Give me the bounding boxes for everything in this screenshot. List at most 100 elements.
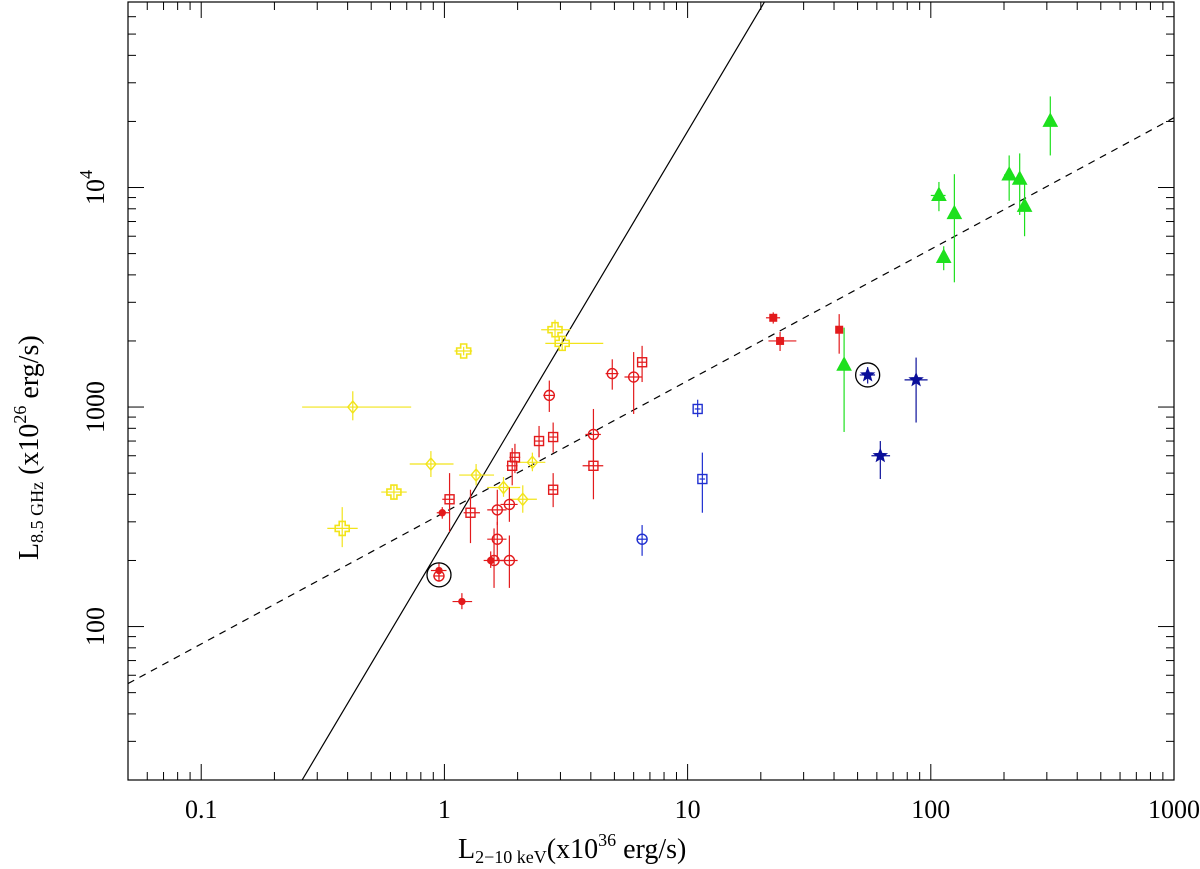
square-marker	[588, 460, 599, 471]
diamond-marker	[470, 467, 483, 483]
blue-stars-series	[859, 357, 928, 480]
data-point	[859, 366, 876, 384]
yellow-open-diamonds-series	[302, 391, 546, 513]
square-marker	[444, 494, 455, 505]
data-point	[409, 451, 454, 478]
data-point	[487, 528, 504, 588]
data-point	[433, 570, 445, 582]
circle-marker	[433, 570, 445, 582]
square-marker	[636, 357, 648, 368]
axis-ticks	[127, 1, 1175, 781]
data-point	[509, 443, 521, 474]
circle-marker	[503, 554, 516, 567]
y-tick-label: 104	[76, 170, 110, 205]
y-tick-label: 1000	[81, 381, 110, 433]
data-points	[302, 96, 1059, 610]
data-point	[765, 312, 781, 324]
circle-marker	[543, 389, 556, 402]
data-point	[452, 593, 473, 610]
triangle-marker	[1011, 170, 1028, 185]
x-axis-label: L2−10 keV(x1036 erg/s)	[458, 830, 686, 867]
data-point	[1001, 155, 1018, 201]
circle-marker	[587, 428, 600, 441]
cross-marker	[455, 343, 472, 359]
circle-marker	[491, 504, 503, 516]
data-point	[517, 452, 546, 472]
diamond-marker	[497, 480, 510, 495]
square-marker	[547, 484, 559, 495]
red-open-squares-series	[442, 345, 648, 544]
green-triangles-series	[836, 96, 1059, 432]
dot-marker	[458, 597, 466, 606]
data-point	[624, 352, 643, 414]
square-filled-marker	[835, 325, 844, 334]
tick-labels: 0.1 1 10 100 1000 100 1000 104	[76, 170, 1200, 824]
triangle-marker	[836, 356, 852, 371]
star-marker	[872, 447, 889, 463]
data-point	[500, 535, 518, 588]
circle-marker	[488, 554, 500, 567]
circle-marker	[627, 371, 640, 383]
x-tick-label: 1	[438, 795, 451, 824]
y-axis-label: L8.5 GHz (x1026 erg/s)	[10, 335, 47, 560]
data-point	[547, 473, 559, 508]
data-point	[506, 448, 518, 486]
square-filled-marker	[769, 313, 778, 322]
x-tick-label: 100	[911, 795, 950, 824]
triangle-marker	[1016, 197, 1033, 212]
data-point	[935, 246, 952, 271]
red-open-circles-series	[433, 352, 643, 588]
x-tick-label: 1000	[1148, 795, 1200, 824]
data-point	[1016, 183, 1033, 237]
cross-marker	[334, 520, 351, 537]
cross-marker	[386, 484, 402, 500]
data-point	[946, 174, 963, 283]
square-marker	[533, 435, 545, 447]
data-point	[541, 319, 571, 341]
diamond-marker	[424, 456, 437, 472]
data-point	[582, 441, 604, 500]
square-marker	[697, 473, 708, 485]
data-point	[459, 464, 495, 486]
red-filled-squares-series	[765, 312, 844, 354]
data-point	[836, 327, 852, 432]
data-point	[436, 507, 450, 519]
square-marker	[509, 452, 521, 463]
triangle-marker	[1042, 112, 1059, 127]
data-point	[500, 487, 518, 522]
fit-dashed-line	[128, 117, 1174, 685]
data-point	[487, 521, 507, 561]
data-point	[487, 489, 507, 526]
data-point	[454, 343, 473, 359]
star-marker	[908, 371, 924, 387]
data-point	[1042, 96, 1059, 156]
circle-marker	[491, 533, 503, 545]
data-point	[543, 380, 556, 412]
triangle-marker	[946, 204, 963, 220]
dot-marker	[438, 509, 446, 517]
y-tick-label: 100	[81, 607, 110, 646]
x-tick-label: 10	[675, 795, 701, 824]
diamond-marker	[526, 455, 539, 470]
data-point	[547, 422, 559, 453]
triangle-marker	[935, 248, 952, 263]
data-point	[605, 359, 619, 390]
data-point	[768, 331, 797, 352]
data-point	[636, 345, 648, 383]
triangle-marker	[1001, 165, 1018, 181]
square-filled-marker	[776, 336, 785, 345]
triangle-marker	[931, 186, 947, 201]
cross-marker	[547, 321, 563, 338]
circle-marker	[636, 533, 648, 545]
highlight-ring	[426, 562, 452, 588]
data-point	[692, 399, 703, 418]
fit-solid-line	[301, 2, 765, 780]
blue-open-circle-series	[636, 525, 648, 556]
plot-frame	[127, 1, 1175, 781]
data-point	[930, 181, 947, 212]
data-point	[463, 489, 480, 544]
diamond-marker	[346, 399, 359, 415]
blue-open-markers-series	[692, 399, 708, 513]
